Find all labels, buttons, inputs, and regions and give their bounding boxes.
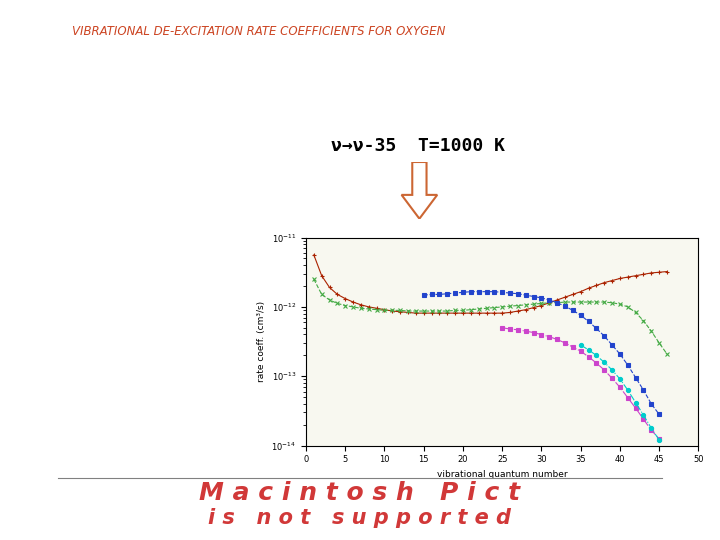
Polygon shape xyxy=(402,162,437,219)
X-axis label: vibrational quantum number: vibrational quantum number xyxy=(437,470,567,479)
Text: M a c i n t o s h   P i c t: M a c i n t o s h P i c t xyxy=(199,481,521,504)
Text: i s   n o t   s u p p o r t e d: i s n o t s u p p o r t e d xyxy=(209,508,511,528)
Text: VIBRATIONAL DE-EXCITATION RATE COEFFICIENTS FOR OXYGEN: VIBRATIONAL DE-EXCITATION RATE COEFFICIE… xyxy=(72,25,446,38)
Y-axis label: rate coeff. (cm³/s): rate coeff. (cm³/s) xyxy=(257,301,266,382)
Text: ν→ν-35  T=1000 K: ν→ν-35 T=1000 K xyxy=(330,137,505,155)
